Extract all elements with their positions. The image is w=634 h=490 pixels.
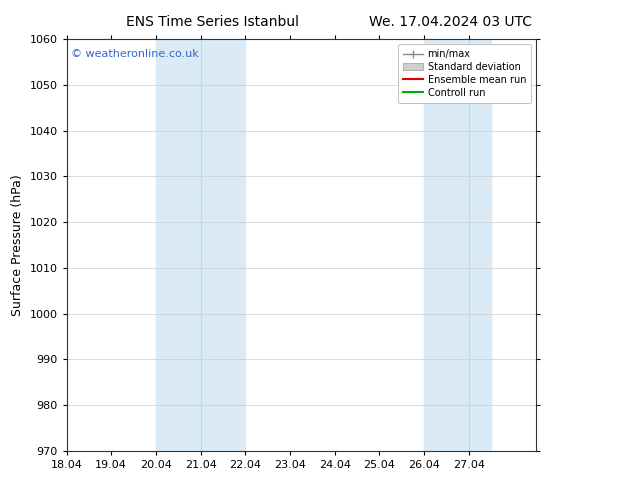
Bar (156, 39, 245, 451)
Y-axis label: Surface Pressure (hPa): Surface Pressure (hPa) (11, 174, 24, 316)
Text: © weatheronline.co.uk: © weatheronline.co.uk (71, 49, 199, 59)
Bar (424, 39, 491, 451)
Text: ENS Time Series Istanbul: ENS Time Series Istanbul (126, 15, 299, 29)
Legend: min/max, Standard deviation, Ensemble mean run, Controll run: min/max, Standard deviation, Ensemble me… (398, 44, 531, 102)
Text: We. 17.04.2024 03 UTC: We. 17.04.2024 03 UTC (368, 15, 532, 29)
